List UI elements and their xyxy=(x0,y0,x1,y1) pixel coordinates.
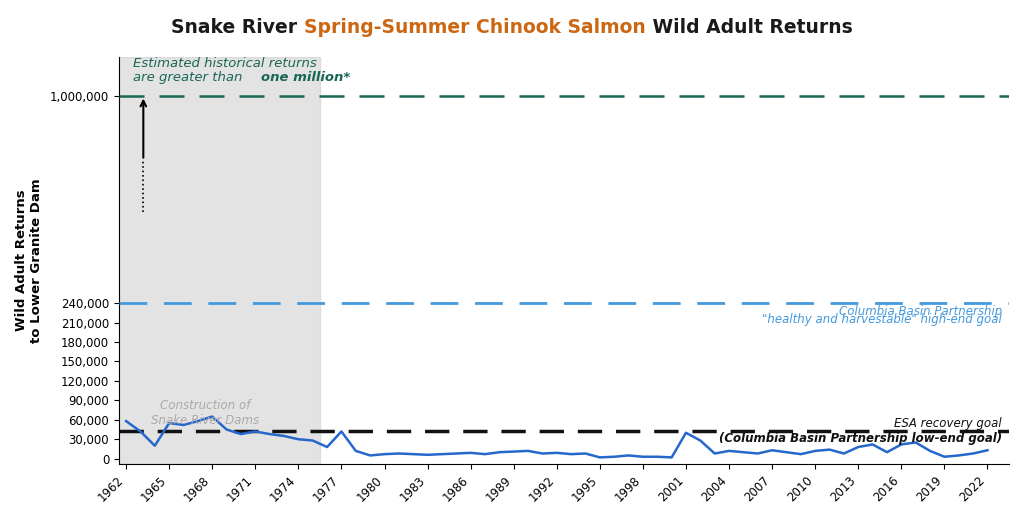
Y-axis label: Wild Adult Returns
to Lower Granite Dam: Wild Adult Returns to Lower Granite Dam xyxy=(15,178,43,343)
Text: Snake River: Snake River xyxy=(171,18,304,37)
Text: are greater than: are greater than xyxy=(133,71,247,84)
Text: one million*: one million* xyxy=(261,71,350,84)
Text: "healthy and harvestable" high-end goal: "healthy and harvestable" high-end goal xyxy=(762,313,1001,326)
Text: (Columbia Basin Partnership low-end goal): (Columbia Basin Partnership low-end goal… xyxy=(719,432,1001,445)
Text: Columbia Basin Partnership: Columbia Basin Partnership xyxy=(839,305,1001,318)
Text: Wild Adult Returns: Wild Adult Returns xyxy=(646,18,853,37)
Text: ESA recovery goal: ESA recovery goal xyxy=(894,417,1001,430)
Text: Construction of
Snake River Dams: Construction of Snake River Dams xyxy=(151,399,259,427)
Text: Estimated historical returns: Estimated historical returns xyxy=(133,57,317,70)
Text: Spring-Summer Chinook Salmon: Spring-Summer Chinook Salmon xyxy=(304,18,646,37)
Bar xyxy=(119,57,319,464)
